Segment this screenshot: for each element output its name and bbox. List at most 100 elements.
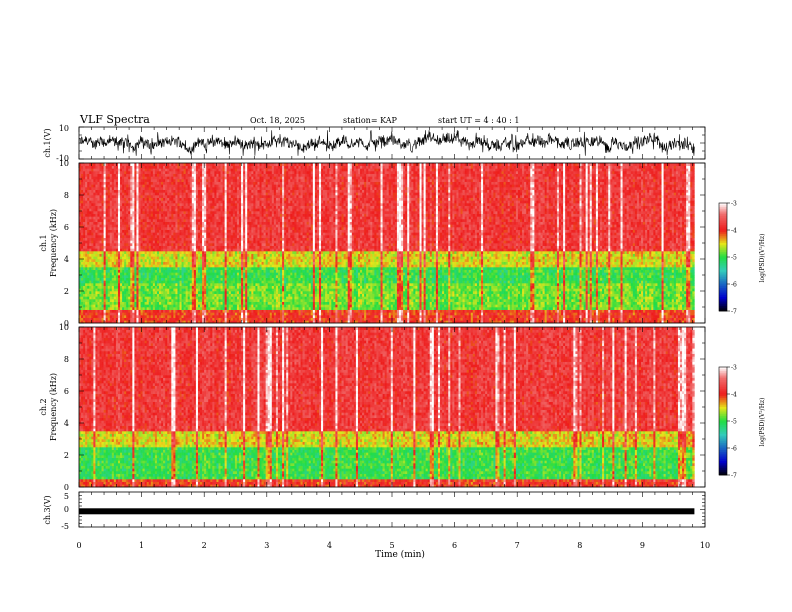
spectrogram-cell bbox=[155, 310, 157, 313]
spectrogram-cell bbox=[657, 315, 659, 318]
spectrogram-cell bbox=[157, 312, 159, 315]
spectrogram-cell bbox=[485, 312, 487, 315]
spectrogram-cell bbox=[198, 312, 200, 315]
spectrogram-cell bbox=[350, 315, 352, 318]
spectrogram-cell bbox=[532, 310, 534, 313]
spectrogram-cell bbox=[167, 312, 169, 315]
spectrogram-cell bbox=[280, 307, 282, 310]
spectrogram-cell bbox=[196, 310, 198, 313]
spectrogram-cell bbox=[229, 310, 231, 313]
spectrogram-cell bbox=[188, 307, 190, 310]
spectrogram-cell bbox=[208, 310, 210, 313]
spectrogram-cell bbox=[487, 312, 489, 315]
spectrogram-cell bbox=[538, 315, 540, 318]
spectrogram-cell bbox=[147, 307, 149, 310]
spectrogram-cell bbox=[143, 310, 145, 313]
spectrogram-cell bbox=[239, 315, 241, 318]
spectrogram-cell bbox=[149, 307, 151, 310]
spectrogram-cell bbox=[227, 307, 229, 310]
spectrogram-cell bbox=[506, 307, 508, 310]
spectrogram-cell bbox=[180, 318, 182, 321]
spectrogram-cell bbox=[325, 310, 327, 313]
spectrogram-cell bbox=[506, 310, 508, 313]
spectrogram-cell bbox=[143, 312, 145, 315]
spectrogram-cell bbox=[422, 318, 424, 321]
spectrogram-cell bbox=[543, 312, 545, 315]
spectrogram-cell bbox=[413, 315, 415, 318]
spectrogram-cell bbox=[547, 318, 549, 321]
spectrogram-cell bbox=[432, 310, 434, 313]
spectrogram-cell bbox=[477, 312, 479, 315]
spectrogram-cell bbox=[175, 312, 177, 315]
spectrogram-cell bbox=[204, 310, 206, 313]
spectrogram-cell bbox=[690, 312, 692, 315]
spectrogram-cell bbox=[97, 312, 99, 315]
spectrogram-cell bbox=[165, 315, 167, 318]
spectrogram-cell bbox=[493, 315, 495, 318]
spectrogram-cell bbox=[216, 310, 218, 313]
spectrogram-cell bbox=[497, 307, 499, 310]
spectrogram-cell bbox=[428, 310, 430, 313]
spectrogram-cell bbox=[659, 312, 661, 315]
spectrogram-cell bbox=[327, 312, 329, 315]
spectrogram-cell bbox=[83, 312, 85, 315]
spectrogram-cell bbox=[446, 310, 448, 313]
spectrogram-cell bbox=[184, 307, 186, 310]
spectrogram-cell bbox=[518, 318, 520, 321]
spectrogram-cell bbox=[520, 318, 522, 321]
spectrogram-cell bbox=[323, 310, 325, 313]
spectrogram-cell bbox=[407, 310, 409, 313]
spectrogram-cell bbox=[430, 315, 432, 318]
spectrogram-cell bbox=[89, 315, 91, 318]
spectrogram-cell bbox=[479, 310, 481, 313]
spectrogram-cell bbox=[516, 312, 518, 315]
spectrogram-cell bbox=[311, 318, 313, 321]
spectrogram-cell bbox=[473, 312, 475, 315]
spectrogram-cell bbox=[225, 307, 227, 310]
spectrogram-cell bbox=[255, 315, 257, 318]
spectrogram-cell bbox=[376, 318, 378, 321]
spectrogram-cell bbox=[100, 310, 102, 313]
spectrogram-cell bbox=[307, 307, 309, 310]
spectrogram-cell bbox=[114, 318, 116, 321]
spectrogram-cell bbox=[442, 318, 444, 321]
spectrogram-cell bbox=[534, 310, 536, 313]
spectrogram-cell bbox=[180, 315, 182, 318]
spectrogram-cell bbox=[514, 315, 516, 318]
spectrogram-cell bbox=[294, 307, 296, 310]
spectrogram-cell bbox=[668, 318, 670, 321]
spectrogram-cell bbox=[522, 312, 524, 315]
spectrogram-cell bbox=[651, 312, 653, 315]
spectrogram-cell bbox=[378, 307, 380, 310]
spectrogram-cell bbox=[83, 315, 85, 318]
spectrogram-cell bbox=[674, 310, 676, 313]
spectrogram-cell bbox=[290, 318, 292, 321]
spectrogram-cell bbox=[108, 318, 110, 321]
spectrogram-cell bbox=[268, 318, 270, 321]
spectrogram-cell bbox=[362, 318, 364, 321]
spectrogram-cell bbox=[662, 318, 664, 321]
spectrogram-cell bbox=[407, 312, 409, 315]
spectrogram-cell bbox=[499, 318, 501, 321]
spectrogram-cell bbox=[262, 307, 264, 310]
spectrogram-cell bbox=[442, 310, 444, 313]
spectrogram-cell bbox=[149, 310, 151, 313]
spectrogram-cell bbox=[169, 315, 171, 318]
spectrogram-cell bbox=[672, 315, 674, 318]
spectrogram-cell bbox=[436, 318, 438, 321]
spectrogram-cell bbox=[563, 310, 565, 313]
spectrogram-cell bbox=[588, 318, 590, 321]
spectrogram-cell bbox=[108, 310, 110, 313]
spectrogram-cell bbox=[641, 312, 643, 315]
spectrogram-cell bbox=[389, 318, 391, 321]
spectrogram-cell bbox=[456, 307, 458, 310]
spectrogram-cell bbox=[450, 318, 452, 321]
spectrogram-cell bbox=[448, 318, 450, 321]
spectrogram-cell bbox=[471, 315, 473, 318]
spectrogram-cell bbox=[430, 310, 432, 313]
spectrogram-cell bbox=[614, 315, 616, 318]
spectrogram-cell bbox=[452, 310, 454, 313]
spectrogram-cell bbox=[458, 318, 460, 321]
spectrogram-cell bbox=[315, 310, 317, 313]
spectrogram-cell bbox=[436, 315, 438, 318]
